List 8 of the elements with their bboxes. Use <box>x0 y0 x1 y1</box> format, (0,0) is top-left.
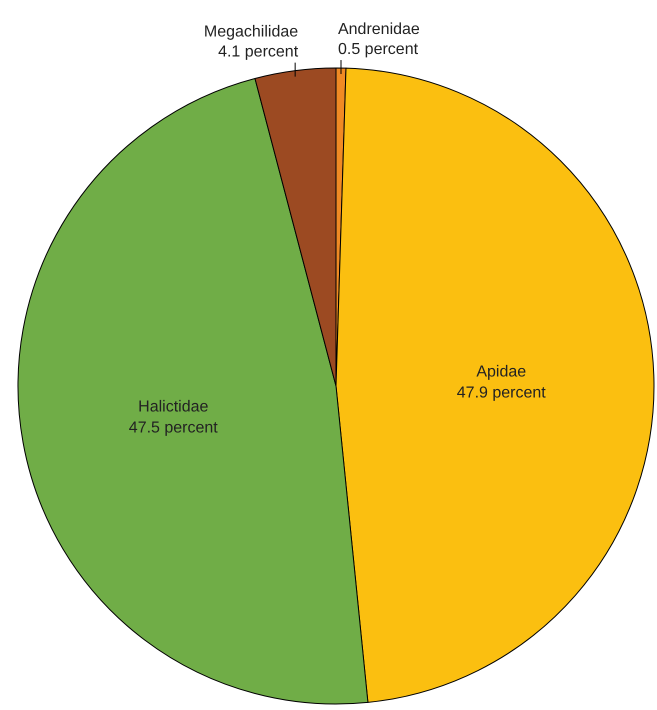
data-label: 0.5 percent <box>338 41 419 58</box>
data-label: 47.5 percent <box>128 419 218 436</box>
slice-label: Andrenidae <box>338 21 420 38</box>
slice-label: Megachilidae <box>204 24 298 41</box>
slice-label: Apidae <box>476 363 526 380</box>
data-label: 4.1 percent <box>218 44 299 61</box>
slice-label: Halictidae <box>138 398 209 416</box>
data-label: 47.9 percent <box>456 384 546 402</box>
